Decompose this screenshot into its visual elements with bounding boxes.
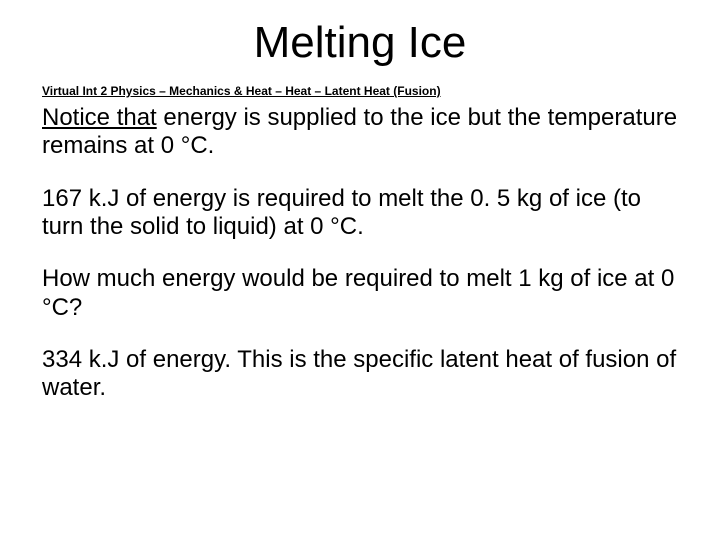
p1-lead: Notice that bbox=[42, 104, 157, 131]
paragraph-4: 334 k.J of energy. This is the specific … bbox=[42, 346, 678, 403]
paragraph-2: 167 k.J of energy is required to melt th… bbox=[42, 185, 678, 242]
paragraph-1: Notice that energy is supplied to the ic… bbox=[42, 104, 678, 161]
paragraph-3: How much energy would be required to mel… bbox=[42, 265, 678, 322]
body-text: Notice that energy is supplied to the ic… bbox=[42, 104, 678, 403]
slide-title: Melting Ice bbox=[42, 18, 678, 68]
slide-container: Melting Ice Virtual Int 2 Physics – Mech… bbox=[0, 0, 720, 540]
course-path-link[interactable]: Virtual Int 2 Physics – Mechanics & Heat… bbox=[42, 84, 441, 98]
